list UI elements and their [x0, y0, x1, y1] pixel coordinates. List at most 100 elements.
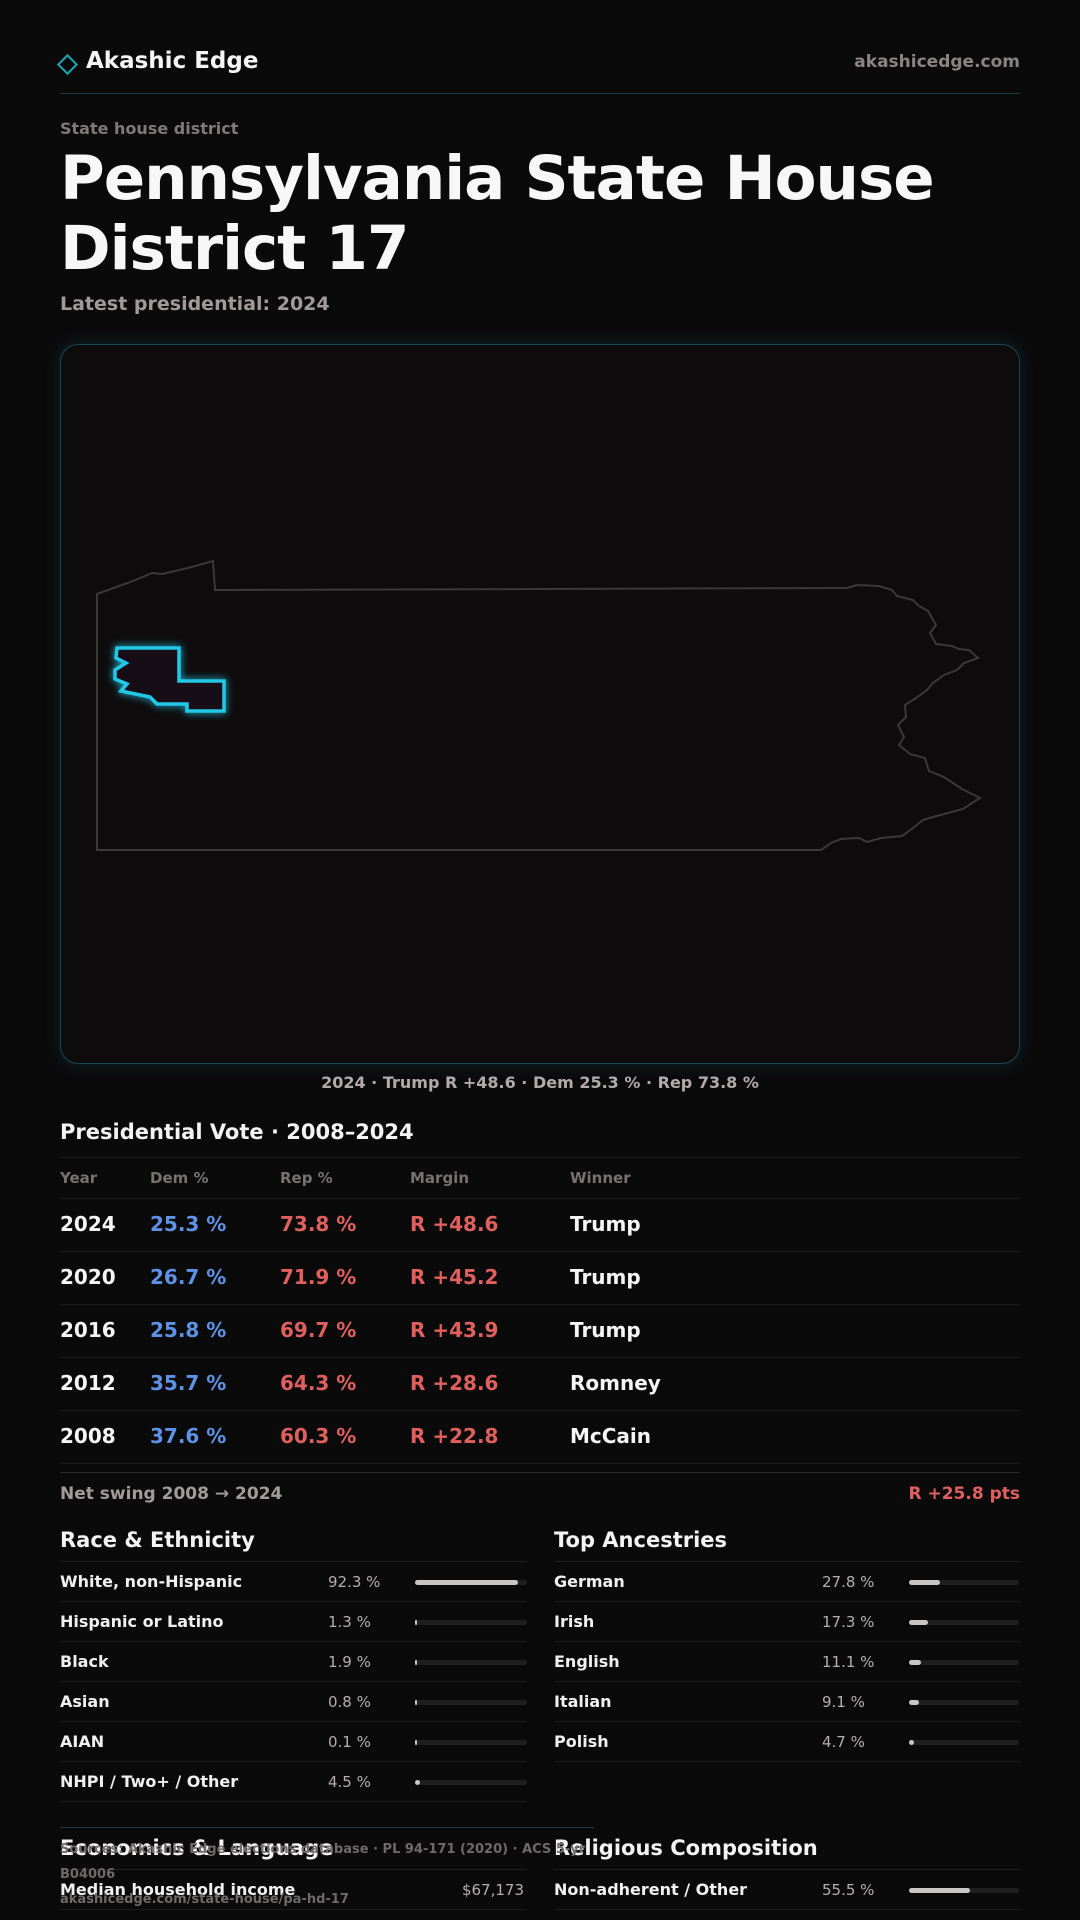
- row-rep: 60.3 %: [280, 1424, 357, 1448]
- race-row: Black 1.9 %: [60, 1642, 527, 1682]
- religion-bar-track: [909, 1888, 1019, 1893]
- row-margin: R +48.6: [410, 1212, 499, 1236]
- race-label: Asian: [60, 1692, 110, 1711]
- religion-bar-fill: [909, 1888, 971, 1893]
- row-rep: 73.8 %: [280, 1212, 357, 1236]
- race-label: NHPI / Two+ / Other: [60, 1772, 239, 1791]
- ancestry-row: English 11.1 %: [554, 1642, 1021, 1682]
- race-row: Asian 0.8 %: [60, 1682, 527, 1722]
- ancestry-label: German: [554, 1572, 625, 1591]
- presidential-table: Year Dem % Rep % Margin Winner 2024 25.3…: [60, 1157, 1020, 1464]
- economics-value: $67,173: [461, 1881, 524, 1899]
- ancestry-value: 9.1 %: [822, 1693, 865, 1711]
- page-subtitle: Latest presidential: 2024: [60, 293, 330, 315]
- page-title: Pennsylvania State House District 17: [60, 143, 935, 284]
- ancestry-bar-fill: [909, 1700, 919, 1705]
- pennsylvania-state-outline: [96, 559, 983, 851]
- ancestry-bar-track: [909, 1620, 1019, 1625]
- row-year: 2008: [60, 1424, 116, 1448]
- table-row: 2020 26.7 % 71.9 % R +45.2 Trump: [60, 1252, 1020, 1305]
- row-year: 2020: [60, 1265, 116, 1289]
- ancestry-label: Irish: [554, 1612, 595, 1631]
- race-bar-track: [415, 1740, 527, 1745]
- row-dem: 26.7 %: [150, 1265, 227, 1289]
- divider: [60, 1561, 527, 1562]
- divider: [60, 1869, 527, 1870]
- race-row: White, non-Hispanic 92.3 %: [60, 1562, 527, 1602]
- ancestry-label: English: [554, 1652, 620, 1671]
- race-row: Hispanic or Latino 1.3 %: [60, 1602, 527, 1642]
- race-value: 0.1 %: [328, 1733, 371, 1751]
- row-winner: McCain: [570, 1424, 652, 1448]
- race-label: AIAN: [60, 1732, 105, 1751]
- table-row: 2012 35.7 % 64.3 % R +28.6 Romney: [60, 1358, 1020, 1411]
- page-url-link[interactable]: akashicedge.com/state-house/pa-hd-17: [60, 1892, 349, 1907]
- ancestry-row: Irish 17.3 %: [554, 1602, 1021, 1642]
- ancestry-value: 17.3 %: [822, 1613, 875, 1631]
- district-17-highlight: [113, 646, 226, 713]
- ancestry-label: Italian: [554, 1692, 612, 1711]
- ancestry-bar-fill: [909, 1660, 922, 1665]
- net-swing-label: Net swing 2008 → 2024: [60, 1484, 283, 1504]
- race-bar-fill: [415, 1740, 418, 1745]
- row-year: 2016: [60, 1318, 116, 1342]
- net-swing-value: R +25.8 pts: [908, 1484, 1020, 1504]
- row-dem: 37.6 %: [150, 1424, 227, 1448]
- row-dem: 25.3 %: [150, 1212, 227, 1236]
- brand-domain-link[interactable]: akashicedge.com: [854, 52, 1020, 72]
- religion-block: Religious Composition Non-adherent / Oth…: [554, 1836, 1021, 1910]
- row-rep: 69.7 %: [280, 1318, 357, 1342]
- race-bar-fill: [415, 1580, 519, 1585]
- ancestry-value: 11.1 %: [822, 1653, 875, 1671]
- row-year: 2012: [60, 1371, 116, 1395]
- table-row: 2008 37.6 % 60.3 % R +22.8 McCain: [60, 1411, 1020, 1464]
- brand-bar: Akashic Edge akashicedge.com: [56, 44, 1020, 84]
- race-label: Black: [60, 1652, 109, 1671]
- race-bar-fill: [415, 1700, 418, 1705]
- map-caption: 2024 · Trump R +48.6 · Dem 25.3 % · Rep …: [321, 1073, 759, 1092]
- religion-label: Non-adherent / Other: [554, 1880, 748, 1899]
- row-dem: 25.8 %: [150, 1318, 227, 1342]
- ancestry-row: Polish 4.7 %: [554, 1722, 1021, 1762]
- economics-block: Economics & Language Median household in…: [60, 1836, 527, 1910]
- row-year: 2024: [60, 1212, 116, 1236]
- col-year: Year: [60, 1169, 98, 1187]
- religion-row: Non-adherent / Other 55.5 %: [554, 1870, 1021, 1910]
- col-rep: Rep %: [280, 1169, 333, 1187]
- economics-label: Median household income: [60, 1880, 296, 1899]
- race-value: 0.8 %: [328, 1693, 371, 1711]
- row-margin: R +28.6: [410, 1371, 499, 1395]
- table-row: 2024 25.3 % 73.8 % R +48.6 Trump: [60, 1199, 1020, 1252]
- row-margin: R +45.2: [410, 1265, 499, 1289]
- ancestry-bar-fill: [909, 1740, 915, 1745]
- race-bar-track: [415, 1580, 527, 1585]
- race-value: 92.3 %: [328, 1573, 381, 1591]
- race-bar-fill: [415, 1620, 418, 1625]
- ancestry-label: Polish: [554, 1732, 609, 1751]
- presidential-section-title: Presidential Vote · 2008–2024: [60, 1120, 414, 1144]
- race-label: White, non-Hispanic: [60, 1572, 243, 1591]
- row-winner: Trump: [570, 1212, 641, 1236]
- row-winner: Trump: [570, 1318, 641, 1342]
- race-value: 1.9 %: [328, 1653, 371, 1671]
- ancestry-value: 4.7 %: [822, 1733, 865, 1751]
- brand-name[interactable]: Akashic Edge: [86, 48, 259, 74]
- ancestries-block: Top Ancestries German 27.8 % Irish 17.3 …: [554, 1528, 1021, 1762]
- divider: [554, 1561, 1021, 1562]
- diamond-logo-icon: [56, 53, 79, 76]
- ancestry-bar-track: [909, 1660, 1019, 1665]
- page-eyebrow: State house district: [60, 119, 239, 138]
- table-header: Year Dem % Rep % Margin Winner: [60, 1157, 1020, 1199]
- row-winner: Romney: [570, 1371, 661, 1395]
- district-map: [96, 559, 983, 851]
- sources-text: Sources: Akashic Edge elections database…: [60, 1842, 586, 1882]
- col-margin: Margin: [410, 1169, 470, 1187]
- col-dem: Dem %: [150, 1169, 209, 1187]
- ancestries-title: Top Ancestries: [554, 1528, 728, 1552]
- header-divider: [60, 93, 1020, 94]
- race-value: 1.3 %: [328, 1613, 371, 1631]
- race-ethnicity-block: Race & Ethnicity White, non-Hispanic 92.…: [60, 1528, 527, 1802]
- col-winner: Winner: [570, 1169, 631, 1187]
- row-margin: R +43.9: [410, 1318, 499, 1342]
- race-bar-track: [415, 1700, 527, 1705]
